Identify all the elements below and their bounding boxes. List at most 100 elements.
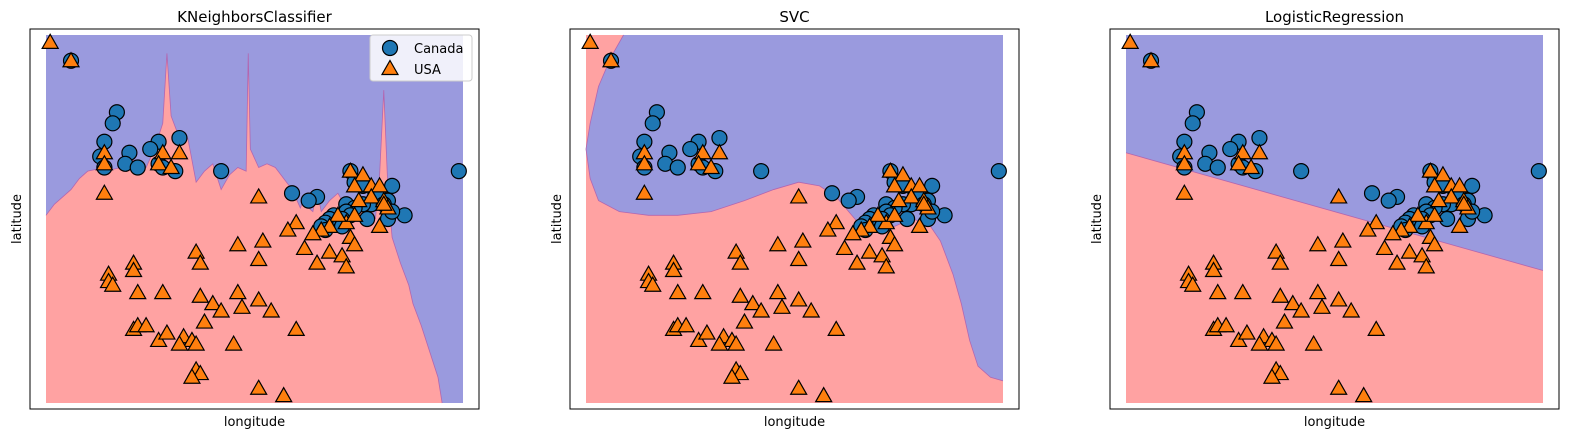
- knn-point-usa: [287, 213, 306, 230]
- svc-title: SVC: [779, 8, 809, 26]
- knn-point-canada: [129, 159, 146, 176]
- logreg-point-usa: [1233, 283, 1252, 300]
- logreg-point-usa: [1367, 320, 1386, 336]
- svc-point-usa: [814, 386, 833, 403]
- knn-title: KNeighborsClassifier: [177, 8, 332, 26]
- logreg-point-usa: [1267, 334, 1286, 351]
- svc-point-usa: [635, 184, 654, 200]
- svc-point-usa: [889, 191, 908, 208]
- knn-region-usa: [46, 53, 443, 404]
- logreg-point-canada: [1380, 192, 1397, 209]
- svc-point-usa: [902, 187, 921, 204]
- knn-point-canada: [171, 129, 188, 147]
- knn-point-usa: [128, 283, 147, 300]
- knn-point-usa: [212, 301, 231, 318]
- logreg-point-usa: [1250, 334, 1269, 351]
- logreg-point-canada: [1293, 163, 1310, 180]
- svc-point-usa: [843, 224, 862, 241]
- knn-point-canada: [104, 115, 121, 132]
- logreg-xlabel: longitude: [1304, 415, 1365, 430]
- svc-region-usa: [586, 35, 1003, 403]
- knn-point-usa: [232, 298, 252, 314]
- knn-point-usa: [345, 235, 364, 252]
- knn-point-canada: [283, 185, 301, 202]
- logreg-point-usa: [1237, 323, 1256, 340]
- svc-point-usa: [793, 231, 812, 248]
- logreg-point-usa: [1275, 312, 1294, 329]
- svc-point-usa: [789, 379, 808, 395]
- logreg-point-canada: [1222, 140, 1239, 158]
- svc-point-usa: [743, 294, 762, 311]
- legend: Canada USA: [369, 34, 473, 82]
- knn-point-usa: [95, 154, 114, 171]
- svc-point-usa: [818, 220, 837, 237]
- svc-point-usa: [668, 283, 687, 300]
- svc-point-usa: [722, 368, 741, 384]
- knn-point-canada: [213, 163, 230, 180]
- logreg-point-usa: [1175, 184, 1194, 200]
- knn-plot-area: [41, 33, 467, 404]
- panel-knn: KNeighborsClassifier longitude latitude …: [10, 8, 480, 430]
- panel-svc: SVC longitude latitude: [550, 8, 1020, 430]
- svc-point-usa: [885, 176, 904, 193]
- knn-ylabel: latitude: [10, 194, 25, 244]
- svc-point-usa: [768, 283, 787, 300]
- knn-point-usa: [303, 224, 322, 241]
- knn-point-usa: [249, 379, 268, 395]
- svc-point-usa: [802, 301, 821, 318]
- knn-point-usa: [262, 301, 281, 318]
- svc-point-usa: [789, 250, 808, 267]
- svc-point-canada: [753, 163, 770, 180]
- knn-point-usa: [228, 235, 247, 252]
- knn-point-canada: [142, 140, 159, 158]
- svc-point-usa: [731, 287, 750, 303]
- svc-point-usa: [635, 154, 654, 171]
- knn-point-usa: [170, 334, 189, 351]
- svc-point-usa: [910, 176, 929, 193]
- svc-point-canada: [990, 163, 1007, 180]
- svc-point-usa: [693, 283, 712, 300]
- logreg-point-usa: [1454, 195, 1473, 211]
- svc-point-usa: [727, 334, 746, 351]
- logreg-point-usa: [1425, 176, 1444, 193]
- legend-usa-label: USA: [414, 63, 441, 78]
- logreg-point-usa: [1312, 298, 1332, 314]
- logreg-axes-frame: [1109, 28, 1560, 410]
- svc-point-usa: [827, 213, 846, 230]
- logreg-point-usa: [1408, 206, 1427, 222]
- knn-point-usa: [253, 231, 272, 248]
- svc-point-usa: [881, 161, 900, 178]
- svc-point-usa: [677, 316, 696, 333]
- logreg-point-usa: [1271, 253, 1290, 270]
- svc-point-usa: [752, 301, 771, 318]
- knn-point-usa: [182, 368, 201, 384]
- logreg-point-canada: [1363, 185, 1381, 202]
- knn-point-usa: [328, 206, 347, 222]
- knn-point-usa: [191, 287, 210, 303]
- svc-point-usa: [860, 242, 879, 259]
- svc-plot-area: [581, 33, 1007, 403]
- logreg-point-usa: [1204, 261, 1223, 278]
- logreg-point-usa: [1242, 158, 1261, 175]
- knn-point-usa: [187, 334, 206, 351]
- knn-point-usa: [308, 253, 327, 270]
- knn-point-usa: [362, 187, 381, 204]
- svc-point-usa: [885, 206, 904, 222]
- logreg-point-usa: [1271, 287, 1290, 303]
- svc-point-usa: [601, 51, 621, 68]
- logreg-point-usa: [1262, 368, 1281, 384]
- knn-point-usa: [345, 206, 364, 222]
- logreg-point-usa: [1425, 235, 1444, 252]
- svc-point-usa: [697, 323, 716, 340]
- logreg-point-usa: [1304, 334, 1323, 351]
- svc-point-usa: [702, 158, 721, 175]
- logreg-point-usa: [1342, 301, 1361, 318]
- svc-point-usa: [827, 320, 846, 336]
- knn-point-usa: [170, 143, 189, 160]
- knn-point-usa: [228, 283, 247, 300]
- knn-point-usa: [337, 257, 356, 274]
- svc-point-usa: [689, 154, 708, 171]
- svc-point-usa: [910, 217, 929, 233]
- knn-point-usa: [124, 261, 143, 278]
